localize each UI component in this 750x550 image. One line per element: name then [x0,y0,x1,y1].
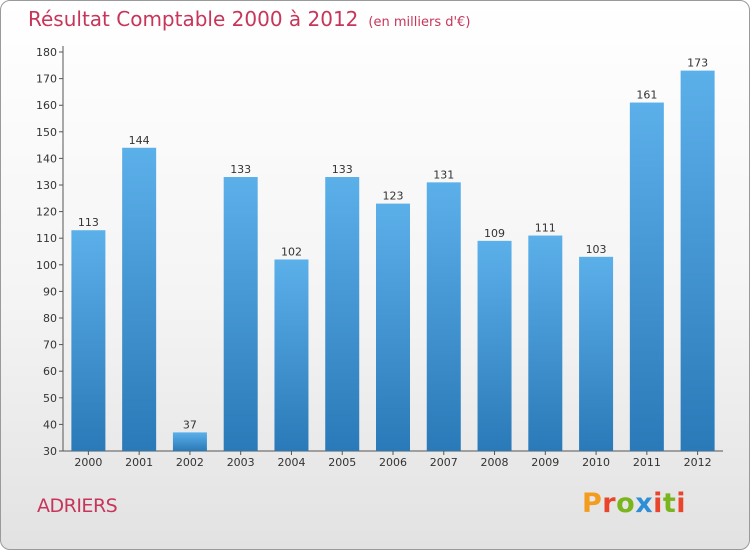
chart-title: Résultat Comptable 2000 à 2012 (en millie… [28,7,470,31]
data-label-2007: 131 [433,168,454,181]
y-tick-label: 40 [43,418,57,431]
y-tick-label: 160 [36,99,57,112]
logo-letter: P [582,488,603,519]
data-label-2004: 102 [281,245,302,258]
data-label-2001: 144 [129,134,150,147]
y-tick-label: 90 [43,285,57,298]
bars [71,70,715,452]
data-label-2009: 111 [535,222,556,235]
y-tick-label: 80 [43,312,57,325]
x-tick-label: 2005 [328,456,356,469]
bar-2003 [223,177,258,451]
y-tick-label: 120 [36,206,57,219]
proxiti-logo[interactable]: Proxiti [582,488,686,519]
x-tick-label: 2012 [684,456,712,469]
bar-2009 [528,235,563,451]
bar-2012 [680,70,715,452]
logo-letter: o [616,488,636,519]
bar-2004 [274,259,309,451]
bar-2006 [376,203,410,451]
title-text: Résultat Comptable 2000 à 2012 [28,7,359,31]
x-tick-label: 2002 [176,456,204,469]
logo-letter: t [662,488,677,519]
data-label-2005: 133 [332,163,353,176]
commune-name: ADRIERS [37,495,118,517]
y-tick-label: 110 [36,232,57,245]
data-label-2008: 109 [484,227,505,240]
x-tick-label: 2004 [277,456,305,469]
data-label-2000: 113 [78,216,99,229]
logo-letter: x [635,488,654,519]
y-tick-label: 70 [43,339,57,352]
y-tick-label: 140 [36,152,57,165]
y-tick-label: 150 [36,126,57,139]
bar-2002 [172,432,207,451]
y-tick-label: 100 [36,259,57,272]
x-tick-label: 2011 [633,456,661,469]
y-tick-label: 50 [43,392,57,405]
data-label-2006: 123 [383,190,404,203]
y-tick-label: 180 [36,46,57,59]
bar-2005 [325,177,360,451]
logo-letter: r [602,488,617,519]
bar-2001 [122,147,157,451]
bar-2011 [629,102,664,451]
y-tick-label: 30 [43,445,57,458]
x-tick-label: 2006 [379,456,407,469]
data-label-2011: 161 [636,89,657,102]
x-tick-label: 2010 [582,456,610,469]
axes: 30 40 50 60 70 80 90 100 110 120 130 140 150 160 170 18… [36,46,723,458]
data-label-2002: 37 [183,418,197,431]
x-tick-label: 2001 [125,456,153,469]
bar-2007 [426,182,461,451]
x-tick-label: 2007 [430,456,458,469]
x-tick-label: 2009 [531,456,559,469]
bar-2000 [71,230,106,451]
data-label-2003: 133 [230,163,251,176]
x-tick-label: 2008 [481,456,509,469]
y-tick-label: 130 [36,179,57,192]
data-label-2012: 173 [687,57,708,70]
y-tick-label: 170 [36,73,57,86]
bar-2008 [477,240,512,451]
x-tick-label: 2000 [74,456,102,469]
chart-subtitle: (en milliers d'€) [368,15,471,30]
data-label-2010: 103 [586,243,607,256]
labels: 2000 113 2001 144 2002 37 2003 133 2004 102 2005 13… [74,57,711,469]
logo-letter: i [653,488,663,519]
bar-2010 [579,256,614,451]
y-tick-label: 60 [43,365,57,378]
logo-letter: i [676,488,687,519]
x-tick-label: 2003 [227,456,255,469]
